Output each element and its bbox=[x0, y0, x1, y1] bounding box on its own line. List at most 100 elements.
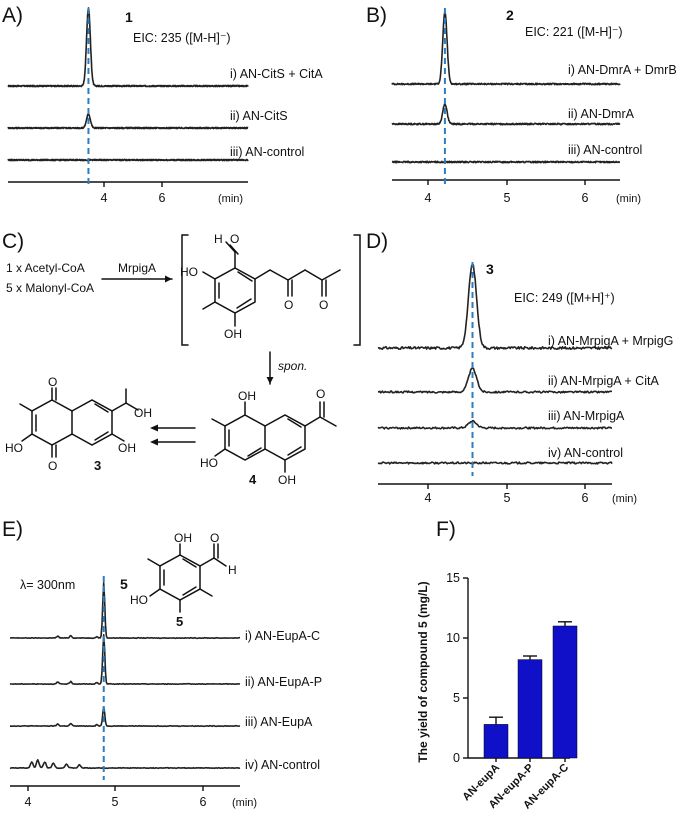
substrate-acetyl-coa: 1 x Acetyl-CoA bbox=[6, 261, 85, 275]
intermediate-bracket-right bbox=[353, 234, 361, 346]
panel-d-traces bbox=[377, 262, 613, 489]
panel-d-trace-label-2: ii) AN-MrpigA + CitA bbox=[548, 374, 659, 388]
panel-b-trace-label-1: i) AN-DmrA + DmrB bbox=[568, 63, 677, 77]
panel-e: E) λ= 300nm 5 i) AN-EupA-C ii) AN-EupA-P… bbox=[2, 518, 322, 809]
panel-a-trace-label-3: iii) AN-control bbox=[230, 145, 304, 159]
panel-f-y-axis-label: The yield of compound 5 (mg/L) bbox=[416, 581, 430, 762]
intermediate-atom-oh: OH bbox=[224, 327, 242, 341]
panel-d-trace-label-4: iv) AN-control bbox=[548, 446, 623, 460]
panel-b-xtick-3: 6 bbox=[582, 191, 589, 205]
compound-5-atom-o: O bbox=[210, 531, 219, 545]
panel-e-label: E) bbox=[2, 518, 23, 541]
trace-2-2 bbox=[391, 102, 621, 126]
reaction-arrowhead-3 bbox=[150, 438, 158, 446]
intermediate-atom-o-ketone-1: O bbox=[284, 298, 293, 312]
compound-3-atom-ho: HO bbox=[5, 441, 23, 455]
panel-b-xtick-2: 5 bbox=[504, 191, 511, 205]
trace-1-1 bbox=[7, 7, 249, 88]
trace-3-2 bbox=[377, 367, 613, 394]
compound-3-atom-oh: OH bbox=[118, 441, 136, 455]
trace-4-4 bbox=[9, 759, 241, 770]
compound-5-number: 5 bbox=[176, 614, 183, 629]
panel-c-label: C) bbox=[2, 230, 24, 253]
compound-4-atom-oh-bottom: OH bbox=[278, 473, 296, 487]
compound-4-structure bbox=[211, 401, 337, 473]
panel-e-trace-label-3: iii) AN-EupA bbox=[245, 715, 313, 729]
compound-5-atom-oh: OH bbox=[174, 531, 192, 545]
compound-4-atom-o: O bbox=[316, 387, 325, 401]
compound-3-number: 3 bbox=[94, 458, 101, 473]
panel-a-xtick-2: 6 bbox=[159, 191, 166, 205]
f-bar-1 bbox=[483, 724, 509, 759]
f-y-tick-label-3: 10 bbox=[446, 631, 460, 645]
panel-e-trace-label-1: i) AN-EupA-C bbox=[245, 629, 320, 643]
panel-b-xtick-1: 4 bbox=[425, 191, 432, 205]
panel-a-xtick-1: 4 bbox=[101, 191, 108, 205]
spontaneous-label: spon. bbox=[278, 359, 307, 373]
panel-a-xunit: (min) bbox=[218, 193, 243, 205]
trace-2-3 bbox=[391, 160, 621, 164]
spontaneous-arrowhead bbox=[266, 377, 274, 384]
compound-5-atom-h: H bbox=[228, 563, 237, 577]
compound-3-structure bbox=[19, 387, 139, 458]
compound-5-structure bbox=[147, 543, 227, 613]
panel-f-label: F) bbox=[436, 518, 456, 541]
f-bar-3 bbox=[552, 625, 578, 759]
panel-e-trace-label-4: iv) AN-control bbox=[245, 758, 320, 772]
panel-a-traces bbox=[7, 7, 249, 188]
f-y-tick-label-1: 0 bbox=[453, 751, 460, 765]
panel-e-peak-label: 5 bbox=[120, 576, 128, 592]
panel-b-peak-label: 2 bbox=[506, 7, 514, 23]
intermediate-atom-h: H bbox=[214, 232, 223, 246]
panel-e-traces bbox=[9, 576, 241, 791]
panel-e-xtick-3: 6 bbox=[200, 795, 207, 809]
intermediate-atom-o-ketone-2: O bbox=[319, 298, 328, 312]
compound-3-atom-oh-side: OH bbox=[134, 406, 152, 420]
panel-d-xtick-3: 6 bbox=[582, 491, 589, 505]
panel-d-peak-label: 3 bbox=[486, 261, 494, 277]
panel-d-label: D) bbox=[366, 230, 388, 253]
panel-a: A) EIC: 235 ([M-H]⁻) 1 i) AN-CitS + CitA… bbox=[2, 4, 323, 205]
trace-3-1 bbox=[377, 263, 613, 350]
intermediate-structure bbox=[202, 241, 341, 327]
trace-1-2 bbox=[7, 112, 249, 130]
enzyme-mrpiga: MrpigA bbox=[118, 261, 156, 275]
panel-d-trace-label-3: iii) AN-MrpigA bbox=[548, 409, 625, 423]
compound-3-atom-o-bottom: O bbox=[48, 459, 57, 473]
trace-4-1 bbox=[9, 582, 240, 640]
panel-d-trace-label-1: i) AN-MrpigA + MrpigG bbox=[548, 334, 673, 348]
compound-4-atom-ho: HO bbox=[200, 456, 218, 470]
compound-3-atom-o-top: O bbox=[48, 375, 57, 389]
reaction-arrowhead-2 bbox=[150, 424, 158, 432]
f-bar-2 bbox=[517, 659, 543, 759]
panel-d-xunit: (min) bbox=[612, 493, 637, 505]
panel-c: C) 1 x Acetyl-CoA 5 x Malonyl-CoA MrpigA bbox=[2, 230, 361, 487]
trace-2-1 bbox=[391, 11, 621, 86]
panel-b-label: B) bbox=[366, 4, 387, 27]
panel-a-trace-label-1: i) AN-CitS + CitA bbox=[230, 67, 323, 81]
substrate-malonyl-coa: 5 x Malonyl-CoA bbox=[6, 281, 94, 295]
trace-4-2 bbox=[9, 634, 241, 686]
panel-a-trace-label-2: ii) AN-CitS bbox=[230, 109, 288, 123]
panel-b: B) EIC: 221 ([M-H]⁻) 2 i) AN-DmrA + DmrB… bbox=[366, 4, 677, 205]
intermediate-atom-o-aldehyde: O bbox=[230, 232, 239, 246]
panel-e-trace-label-2: ii) AN-EupA-P bbox=[245, 675, 322, 689]
trace-3-3 bbox=[377, 419, 612, 430]
panel-b-annotation: EIC: 221 ([M-H]⁻) bbox=[525, 25, 623, 39]
panel-b-trace-label-3: iii) AN-control bbox=[568, 143, 642, 157]
panel-d-xtick-1: 4 bbox=[425, 491, 432, 505]
compound-5-atom-ho: HO bbox=[130, 593, 148, 607]
f-y-tick-label-4: 15 bbox=[446, 571, 460, 585]
intermediate-atom-ho: HO bbox=[180, 265, 198, 279]
panel-e-xtick-1: 4 bbox=[25, 795, 32, 809]
compound-4-atom-oh-top: OH bbox=[238, 389, 256, 403]
panel-e-annotation: λ= 300nm bbox=[20, 578, 75, 592]
f-y-tick-label-2: 5 bbox=[453, 691, 460, 705]
panel-d-xtick-2: 5 bbox=[504, 491, 511, 505]
trace-3-4 bbox=[377, 461, 613, 465]
panel-a-label: A) bbox=[2, 4, 23, 27]
panel-a-annotation: EIC: 235 ([M-H]⁻) bbox=[133, 31, 231, 45]
panel-e-xtick-2: 5 bbox=[112, 795, 119, 809]
